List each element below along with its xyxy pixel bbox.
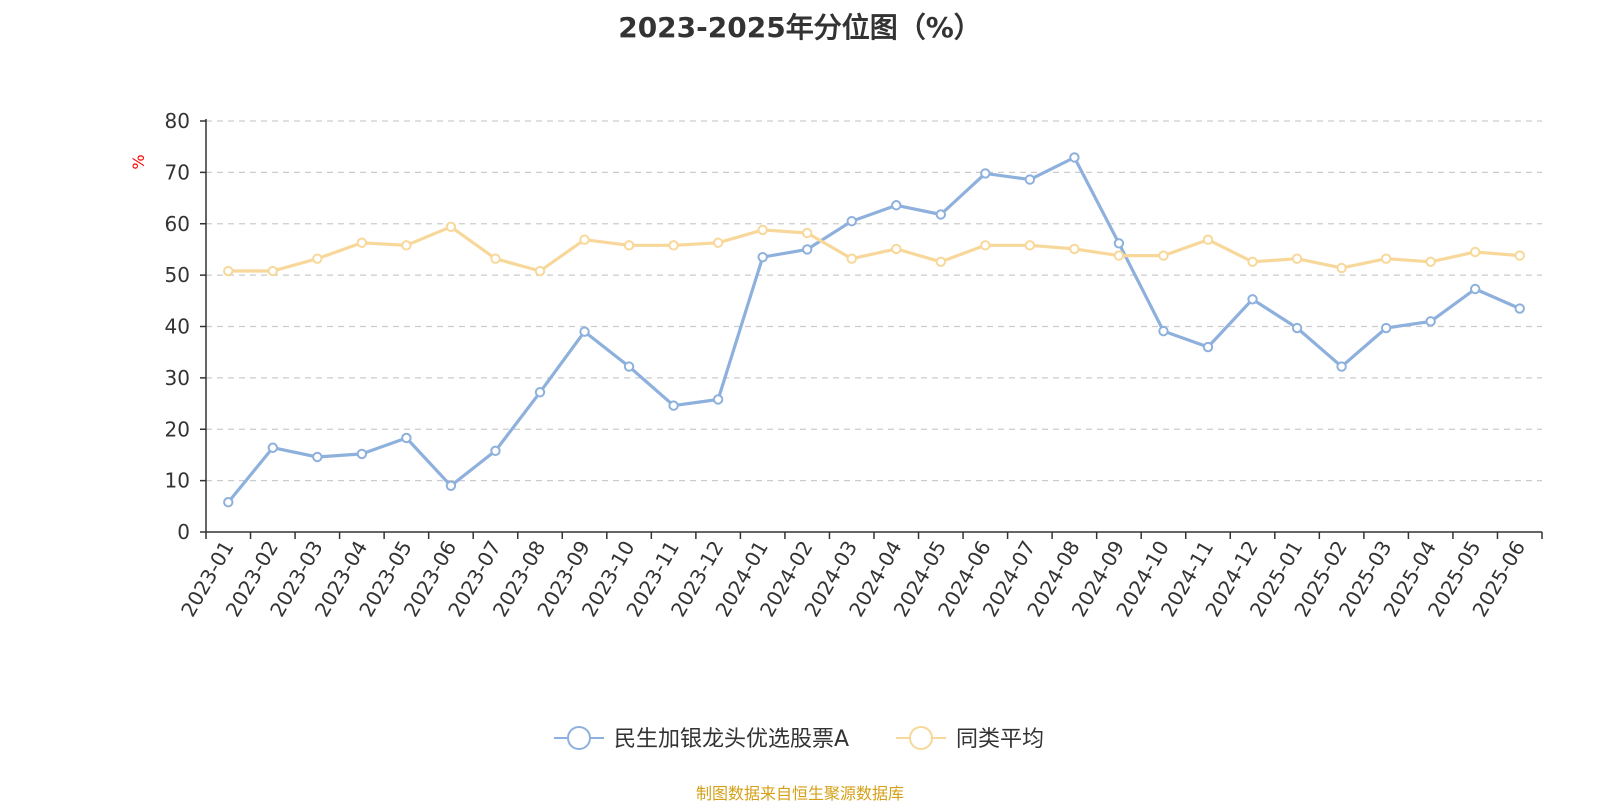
data-point bbox=[1069, 243, 1080, 255]
data-point bbox=[980, 168, 991, 179]
data-point bbox=[846, 215, 857, 227]
data-point bbox=[935, 256, 946, 267]
data-point bbox=[1380, 253, 1392, 264]
data-point bbox=[401, 432, 412, 444]
data-point bbox=[1291, 322, 1303, 334]
data-point bbox=[223, 497, 234, 508]
data-point bbox=[668, 240, 679, 251]
y-tick-label: 30 bbox=[165, 366, 190, 390]
data-point bbox=[802, 244, 813, 255]
data-point bbox=[1425, 256, 1436, 267]
data-point bbox=[1247, 294, 1258, 305]
data-point bbox=[757, 224, 768, 236]
y-tick-label: 60 bbox=[165, 212, 190, 236]
source-note: 制图数据来自恒生聚源数据库 bbox=[695, 784, 904, 803]
y-axis-label: % bbox=[129, 154, 148, 169]
data-point bbox=[490, 253, 501, 264]
data-point bbox=[401, 240, 412, 251]
data-point bbox=[1113, 238, 1125, 249]
data-point bbox=[1158, 250, 1169, 261]
data-point bbox=[1202, 234, 1214, 245]
legend-label: 同类平均 bbox=[956, 727, 1044, 752]
data-point bbox=[356, 448, 368, 460]
y-tick-label: 10 bbox=[165, 469, 190, 493]
data-point bbox=[312, 451, 323, 463]
y-tick-label: 80 bbox=[165, 109, 190, 133]
data-point bbox=[356, 237, 368, 248]
data-point bbox=[267, 265, 278, 277]
data-point bbox=[712, 237, 724, 248]
data-point bbox=[935, 209, 946, 220]
legend-marker-icon bbox=[567, 726, 591, 750]
data-point bbox=[1069, 152, 1080, 163]
data-point bbox=[1514, 250, 1525, 261]
grid-lines bbox=[206, 120, 1542, 482]
chart-title: 2023-2025年分位图（%） bbox=[618, 11, 982, 44]
data-point bbox=[1470, 283, 1481, 295]
data-point bbox=[445, 221, 457, 233]
data-point bbox=[1514, 303, 1525, 314]
data-point bbox=[490, 445, 501, 457]
data-point bbox=[223, 265, 234, 277]
legend[interactable]: 民生加银龙头优选股票A 同类平均 bbox=[554, 726, 1044, 752]
data-point bbox=[534, 265, 546, 277]
data-point bbox=[846, 253, 857, 264]
data-point bbox=[267, 442, 278, 453]
data-point bbox=[891, 243, 902, 255]
y-tick-label: 70 bbox=[165, 160, 190, 184]
data-point bbox=[1158, 325, 1169, 337]
data-point bbox=[534, 387, 546, 398]
y-tick-label: 20 bbox=[165, 417, 190, 441]
series-1 bbox=[223, 152, 1525, 508]
data-point bbox=[623, 361, 635, 372]
y-tick-label: 0 bbox=[177, 520, 190, 544]
series-line bbox=[227, 155, 1521, 504]
legend-item-1[interactable]: 民生加银龙头优选股票A bbox=[554, 726, 849, 752]
data-point bbox=[445, 480, 457, 491]
data-point bbox=[802, 227, 813, 239]
data-point bbox=[668, 400, 679, 411]
data-point bbox=[579, 326, 590, 337]
data-point bbox=[623, 240, 635, 251]
series-2 bbox=[223, 221, 1525, 277]
legend-label: 民生加银龙头优选股票A bbox=[614, 727, 849, 752]
data-point bbox=[312, 253, 323, 264]
data-point bbox=[712, 394, 724, 405]
legend-marker-icon bbox=[909, 726, 933, 750]
data-point bbox=[1113, 250, 1125, 261]
data-point bbox=[1024, 240, 1036, 251]
data-point bbox=[891, 200, 902, 211]
series-lines bbox=[223, 152, 1525, 508]
y-tick-label: 40 bbox=[165, 315, 190, 339]
data-point bbox=[1336, 262, 1347, 274]
data-point bbox=[1380, 322, 1392, 334]
legend-item-2[interactable]: 同类平均 bbox=[896, 726, 1044, 752]
y-tick-label: 50 bbox=[165, 263, 190, 287]
data-point bbox=[1024, 174, 1036, 185]
data-point bbox=[980, 240, 991, 251]
data-point bbox=[1202, 341, 1214, 353]
data-point bbox=[1247, 256, 1258, 267]
data-point bbox=[1291, 253, 1303, 264]
data-point bbox=[1470, 246, 1481, 258]
series-line bbox=[228, 225, 1520, 273]
data-point bbox=[757, 251, 768, 263]
data-point bbox=[579, 234, 590, 245]
data-point bbox=[1336, 361, 1347, 372]
axes: 010203040506070802023-012023-022023-0320… bbox=[165, 109, 1543, 621]
data-point bbox=[1425, 316, 1436, 327]
